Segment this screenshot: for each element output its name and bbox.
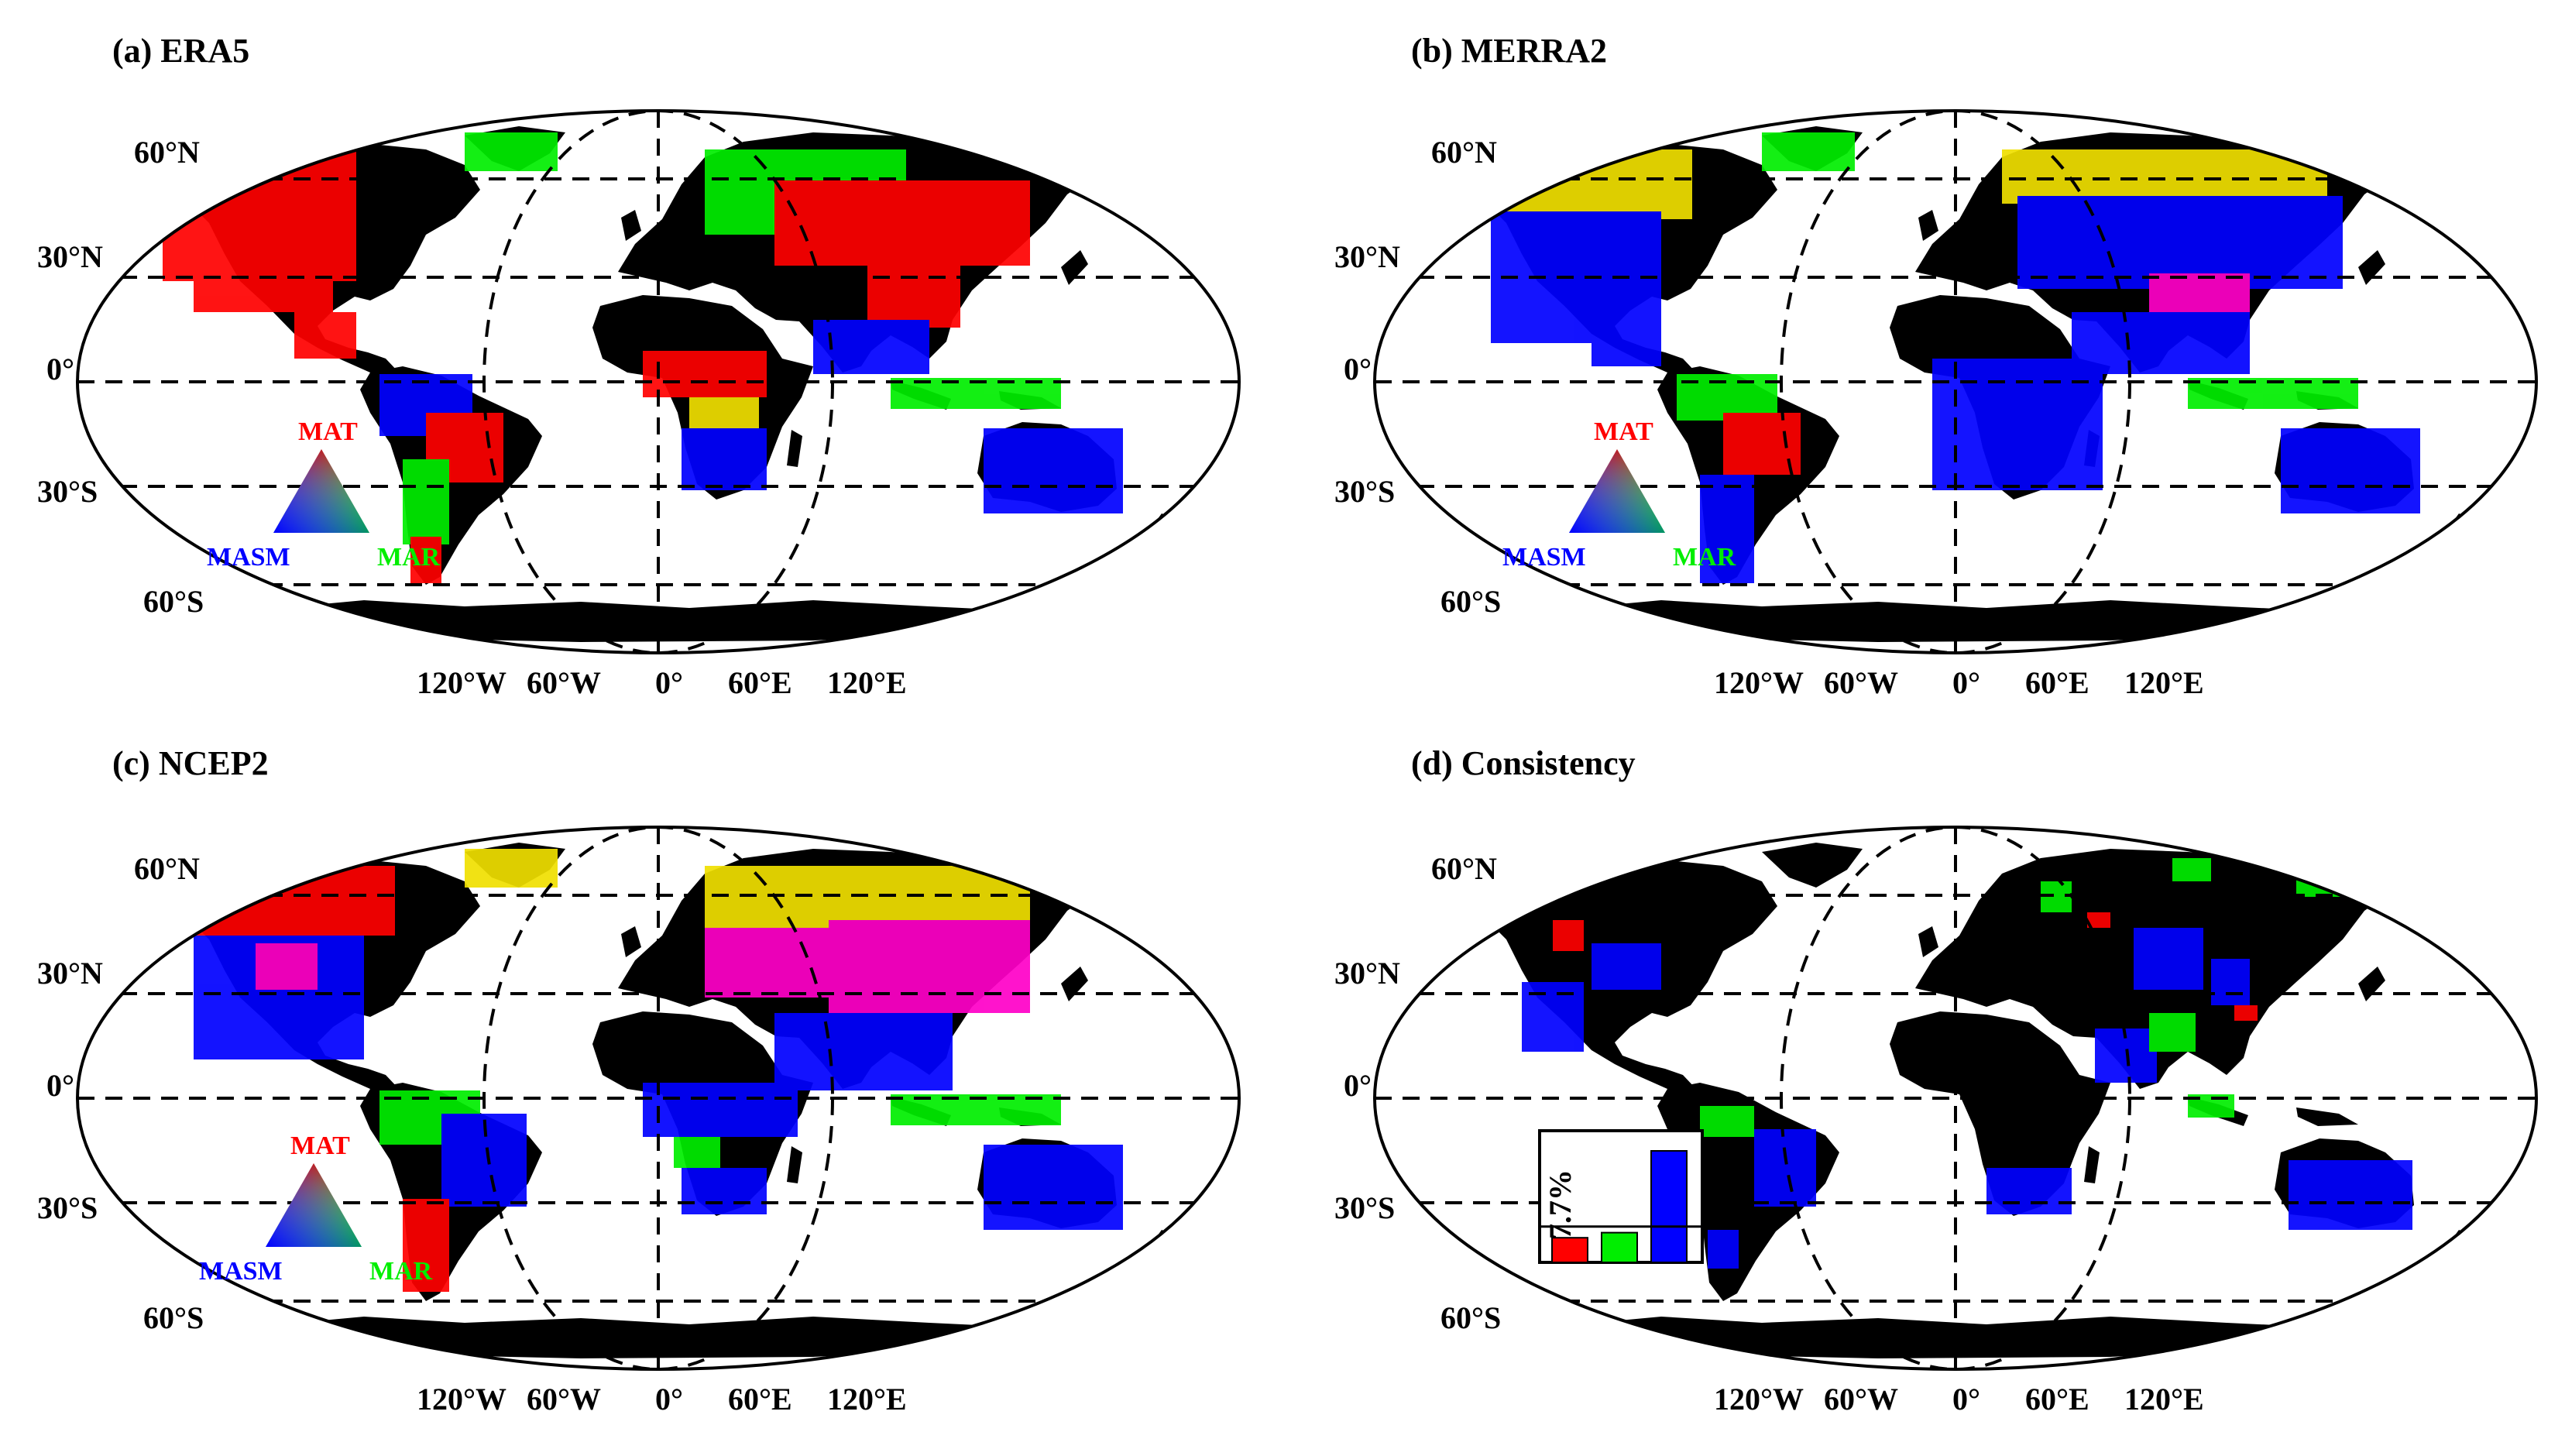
legend-masm-label: MASM: [199, 1257, 283, 1286]
lat-tick-60s: 60°S: [143, 1300, 204, 1335]
lon-tick-0: 0°: [1952, 665, 1980, 700]
lon-tick-120e: 120°E: [827, 665, 907, 700]
panel-b-title: (b) MERRA2: [1411, 32, 1607, 70]
map-panel-d: 60°N 30°N 0° 30°S 60°S 120°W 60°W 0° 60°…: [1334, 826, 2538, 1417]
panel-a-legend: MAT MASM MAR: [207, 417, 441, 572]
inset-bar-chart: 7.7%: [1538, 1129, 1704, 1264]
lat-tick-60s: 60°S: [143, 584, 204, 619]
map-panel-c: MAT MASM MAR 60°N 30°N 0° 30°S 60°S 120°…: [37, 826, 1241, 1417]
lon-tick-0: 0°: [1952, 1382, 1980, 1417]
lon-tick-120w: 120°W: [417, 1382, 506, 1417]
inset-reference-label: 7.7%: [1543, 1169, 1578, 1239]
legend-mat-label: MAT: [298, 417, 358, 446]
panel-a-title: (a) ERA5: [112, 32, 249, 70]
lat-tick-0: 0°: [1344, 1068, 1372, 1103]
lat-tick-30n: 30°N: [1334, 239, 1400, 274]
inset-bar-masm: [1650, 1150, 1688, 1263]
lat-tick-0: 0°: [46, 352, 74, 386]
lat-tick-30n: 30°N: [37, 956, 103, 991]
lat-tick-0: 0°: [1344, 352, 1372, 386]
lon-tick-120e: 120°E: [2124, 1382, 2204, 1417]
legend-mat-label: MAT: [1594, 417, 1653, 446]
lon-tick-0: 0°: [655, 665, 683, 700]
legend-masm-label: MASM: [1502, 543, 1586, 572]
legend-gradient-layer: [1569, 449, 1665, 533]
lat-tick-30n: 30°N: [37, 239, 103, 274]
map-panel-a: MAT MASM MAR 60°N 30°N 0° 30°S 60°S 120°…: [37, 109, 1241, 700]
lon-tick-120w: 120°W: [1714, 1382, 1804, 1417]
lat-tick-30s: 30°S: [37, 474, 98, 509]
legend-mar-label: MAR: [369, 1257, 433, 1286]
lat-tick-30n: 30°N: [1334, 956, 1400, 991]
panel-d-title: (d) Consistency: [1411, 744, 1636, 782]
lon-tick-60w: 60°W: [527, 665, 601, 700]
lon-tick-60e: 60°E: [2025, 1382, 2089, 1417]
lon-tick-60w: 60°W: [1824, 1382, 1898, 1417]
lat-tick-30s: 30°S: [1334, 474, 1395, 509]
lat-tick-60s: 60°S: [1440, 1300, 1501, 1335]
lat-tick-0: 0°: [46, 1068, 74, 1103]
lat-tick-30s: 30°S: [1334, 1190, 1395, 1225]
panel-c-title: (c) NCEP2: [112, 744, 269, 782]
lon-tick-0: 0°: [655, 1382, 683, 1417]
lon-tick-120w: 120°W: [417, 665, 506, 700]
panel-a-attribution-fill: [163, 132, 1123, 583]
legend-mat-label: MAT: [290, 1131, 350, 1160]
lat-tick-60n: 60°N: [134, 851, 200, 886]
lon-tick-120e: 120°E: [2124, 665, 2204, 700]
panel-b-legend: MAT MASM MAR: [1502, 417, 1736, 572]
inset-bars: [1551, 1150, 1688, 1263]
lat-tick-60n: 60°N: [1431, 135, 1497, 170]
lon-tick-60w: 60°W: [527, 1382, 601, 1417]
lat-tick-30s: 30°S: [37, 1190, 98, 1225]
legend-gradient-layer: [273, 449, 369, 533]
lat-tick-60n: 60°N: [1431, 851, 1497, 886]
legend-masm-label: MASM: [207, 543, 290, 572]
legend-mar-label: MAR: [1673, 543, 1736, 572]
inset-bar-mat: [1551, 1237, 1588, 1263]
lon-tick-120w: 120°W: [1714, 665, 1804, 700]
lat-tick-60n: 60°N: [134, 135, 200, 170]
lon-tick-60w: 60°W: [1824, 665, 1898, 700]
lon-tick-120e: 120°E: [827, 1382, 907, 1417]
panel-c-legend: MAT MASM MAR: [199, 1131, 433, 1286]
legend-gradient-layer: [266, 1163, 362, 1247]
lon-tick-60e: 60°E: [728, 665, 792, 700]
inset-bar-mar: [1601, 1231, 1638, 1263]
lat-tick-60s: 60°S: [1440, 584, 1501, 619]
lon-tick-60e: 60°E: [728, 1382, 792, 1417]
map-panel-b: MAT MASM MAR 60°N 30°N 0° 30°S 60°S 120°…: [1334, 109, 2538, 700]
lon-tick-60e: 60°E: [2025, 665, 2089, 700]
legend-mar-label: MAR: [377, 543, 441, 572]
